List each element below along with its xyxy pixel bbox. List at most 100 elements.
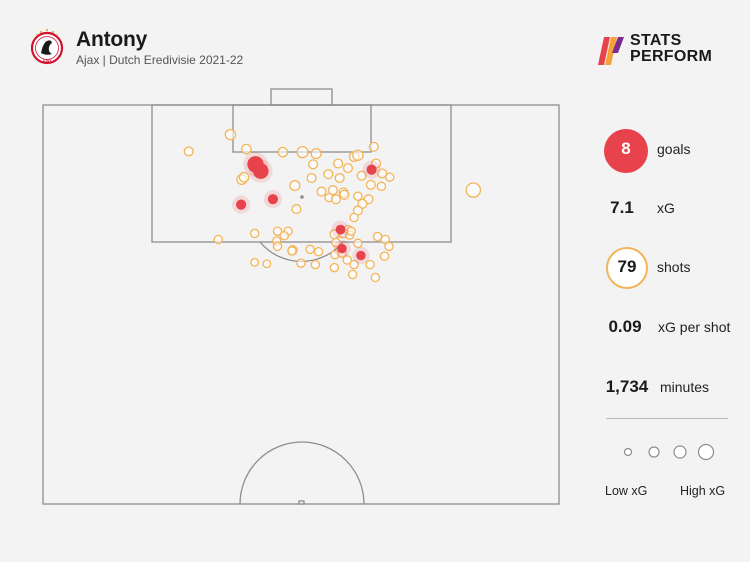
xg-label: xG (657, 200, 675, 216)
shot-marker-3 (241, 143, 252, 155)
shot-marker-62 (250, 257, 260, 267)
shot-marker-56 (305, 244, 315, 255)
shot-marker-55 (384, 241, 394, 252)
goals-layer (232, 152, 381, 265)
divider (606, 418, 728, 419)
shot-marker-19 (306, 172, 317, 184)
centre-circle (239, 441, 365, 505)
legend-circle-1 (623, 447, 633, 457)
shot-marker-71 (313, 246, 324, 257)
brand-line-2: PERFORM (630, 48, 713, 65)
shot-marker-6 (310, 148, 322, 160)
shot-marker-7 (308, 159, 319, 170)
shot-marker-45 (346, 226, 356, 236)
subtitle: Ajax | Dutch Eredivisie 2021-22 (76, 53, 244, 67)
shot-marker-36 (349, 212, 359, 223)
shots-label: shots (657, 259, 691, 275)
shot-marker-29 (330, 194, 341, 205)
ajax-crest-icon: AJAX (30, 29, 64, 65)
xg-value: 7.1 (610, 198, 634, 217)
goal-marker-8 (356, 250, 366, 261)
shot-marker-5 (296, 145, 309, 159)
shot-marker-37 (465, 182, 482, 198)
legend-high-label: High xG (680, 484, 726, 498)
six-yard-box (232, 104, 372, 153)
stat-goals: 8 goals (600, 127, 740, 173)
shot-marker-8 (333, 158, 344, 169)
pitch-outline (42, 104, 560, 505)
stat-shots: 79 shots (600, 245, 740, 289)
centre-spot (298, 500, 305, 505)
shot-marker-14 (356, 170, 367, 181)
legend-low-label: Low xG (605, 484, 648, 498)
shot-marker-1 (183, 146, 194, 157)
shot-marker-52 (353, 238, 363, 249)
shot-marker-17 (323, 169, 334, 180)
stat-minutes: 1,734 minutes (600, 365, 740, 409)
shot-marker-10 (352, 149, 364, 161)
shot-marker-51 (331, 237, 341, 248)
shot-marker-69 (370, 272, 381, 283)
shot-marker-49 (213, 234, 224, 245)
club-logo-text: AJAX (42, 59, 52, 63)
shot-marker-15 (377, 168, 388, 179)
xg-per-shot-label: xG per shot (658, 319, 731, 335)
goal-marker-3 (236, 199, 247, 210)
stat-xg-per-shot: 0.09 xG per shot (600, 305, 740, 349)
goals-label: goals (657, 141, 691, 157)
shots-value: 79 (617, 257, 637, 276)
header: AJAX Antony Ajax | Dutch Eredivisie 2021… (0, 0, 750, 90)
shot-marker-64 (310, 259, 321, 270)
shot-marker-23 (365, 179, 376, 190)
legend-circles (623, 443, 715, 461)
goal-marker-7 (337, 243, 347, 254)
shot-marker-21 (238, 171, 250, 183)
shots-badge (606, 247, 648, 289)
shot-marker-53 (272, 241, 283, 252)
shot-marker-63 (262, 259, 272, 269)
shot-marker-13 (342, 163, 354, 174)
legend-circle-2 (648, 446, 660, 458)
shot-marker-34 (291, 204, 302, 215)
shot-marker-67 (349, 259, 359, 270)
shot-marker-60 (379, 251, 390, 261)
legend-circle-3 (673, 445, 687, 459)
shot-marker-30 (339, 189, 350, 200)
shot-marker-66 (365, 259, 375, 270)
goals-value: 8 (621, 139, 631, 158)
minutes-value: 1,734 (605, 377, 649, 396)
shot-marker-18 (334, 172, 345, 184)
stats-perform-mark-icon (598, 37, 624, 65)
shot-marker-65 (329, 262, 340, 273)
penalty-area (151, 104, 452, 243)
shots-layer (183, 128, 482, 283)
shot-marker-61 (296, 258, 306, 268)
goal-marker-4 (267, 194, 278, 205)
goals-badge (604, 129, 648, 173)
shot-marker-39 (272, 226, 283, 236)
shot-marker-25 (316, 186, 327, 197)
stats-perform-logo: STATS PERFORM (598, 33, 728, 69)
shot-marker-68 (347, 269, 358, 280)
shot-marker-26 (327, 185, 338, 196)
shot-marker-59 (342, 255, 353, 265)
goal-marker-5 (366, 164, 377, 175)
goal-marker-6 (335, 224, 346, 235)
shot-marker-11 (368, 141, 379, 152)
xg-per-shot-value: 0.09 (608, 317, 642, 336)
shot-marker-38 (249, 228, 260, 239)
xg-legend: Low xG High xG (600, 438, 740, 508)
stat-xg: 7.1 xG (600, 186, 740, 230)
minutes-label: minutes (660, 379, 710, 395)
shot-marker-41 (279, 230, 290, 241)
pitch-markings (42, 88, 560, 505)
shot-marker-24 (376, 181, 387, 192)
shot-marker-70 (287, 246, 297, 256)
brand-line-1: STATS (630, 32, 682, 49)
shot-marker-31 (353, 191, 363, 201)
shot-marker-4 (277, 146, 289, 158)
shot-marker-2 (224, 128, 237, 141)
shot-marker-33 (357, 198, 368, 209)
legend-circle-4 (697, 443, 715, 461)
